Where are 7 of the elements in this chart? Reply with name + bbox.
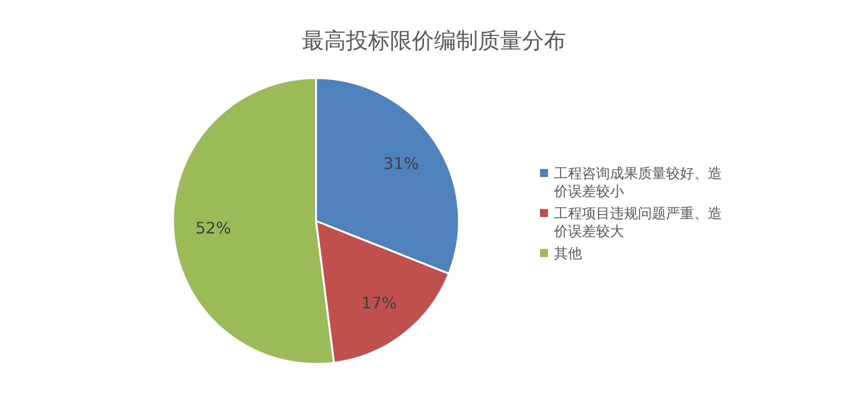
data-label: 52% [195,218,232,238]
data-label: 31% [383,154,419,174]
legend-label: 工程项目违规问题严重、造价误差较大 [553,206,722,240]
legend-label: 其他 [554,246,582,262]
legend-label: 工程咨询成果质量较好、造价误差较小 [553,166,722,200]
chart-title: 最高投标限价编制质量分布 [302,29,566,54]
data-label: 17% [361,293,397,312]
